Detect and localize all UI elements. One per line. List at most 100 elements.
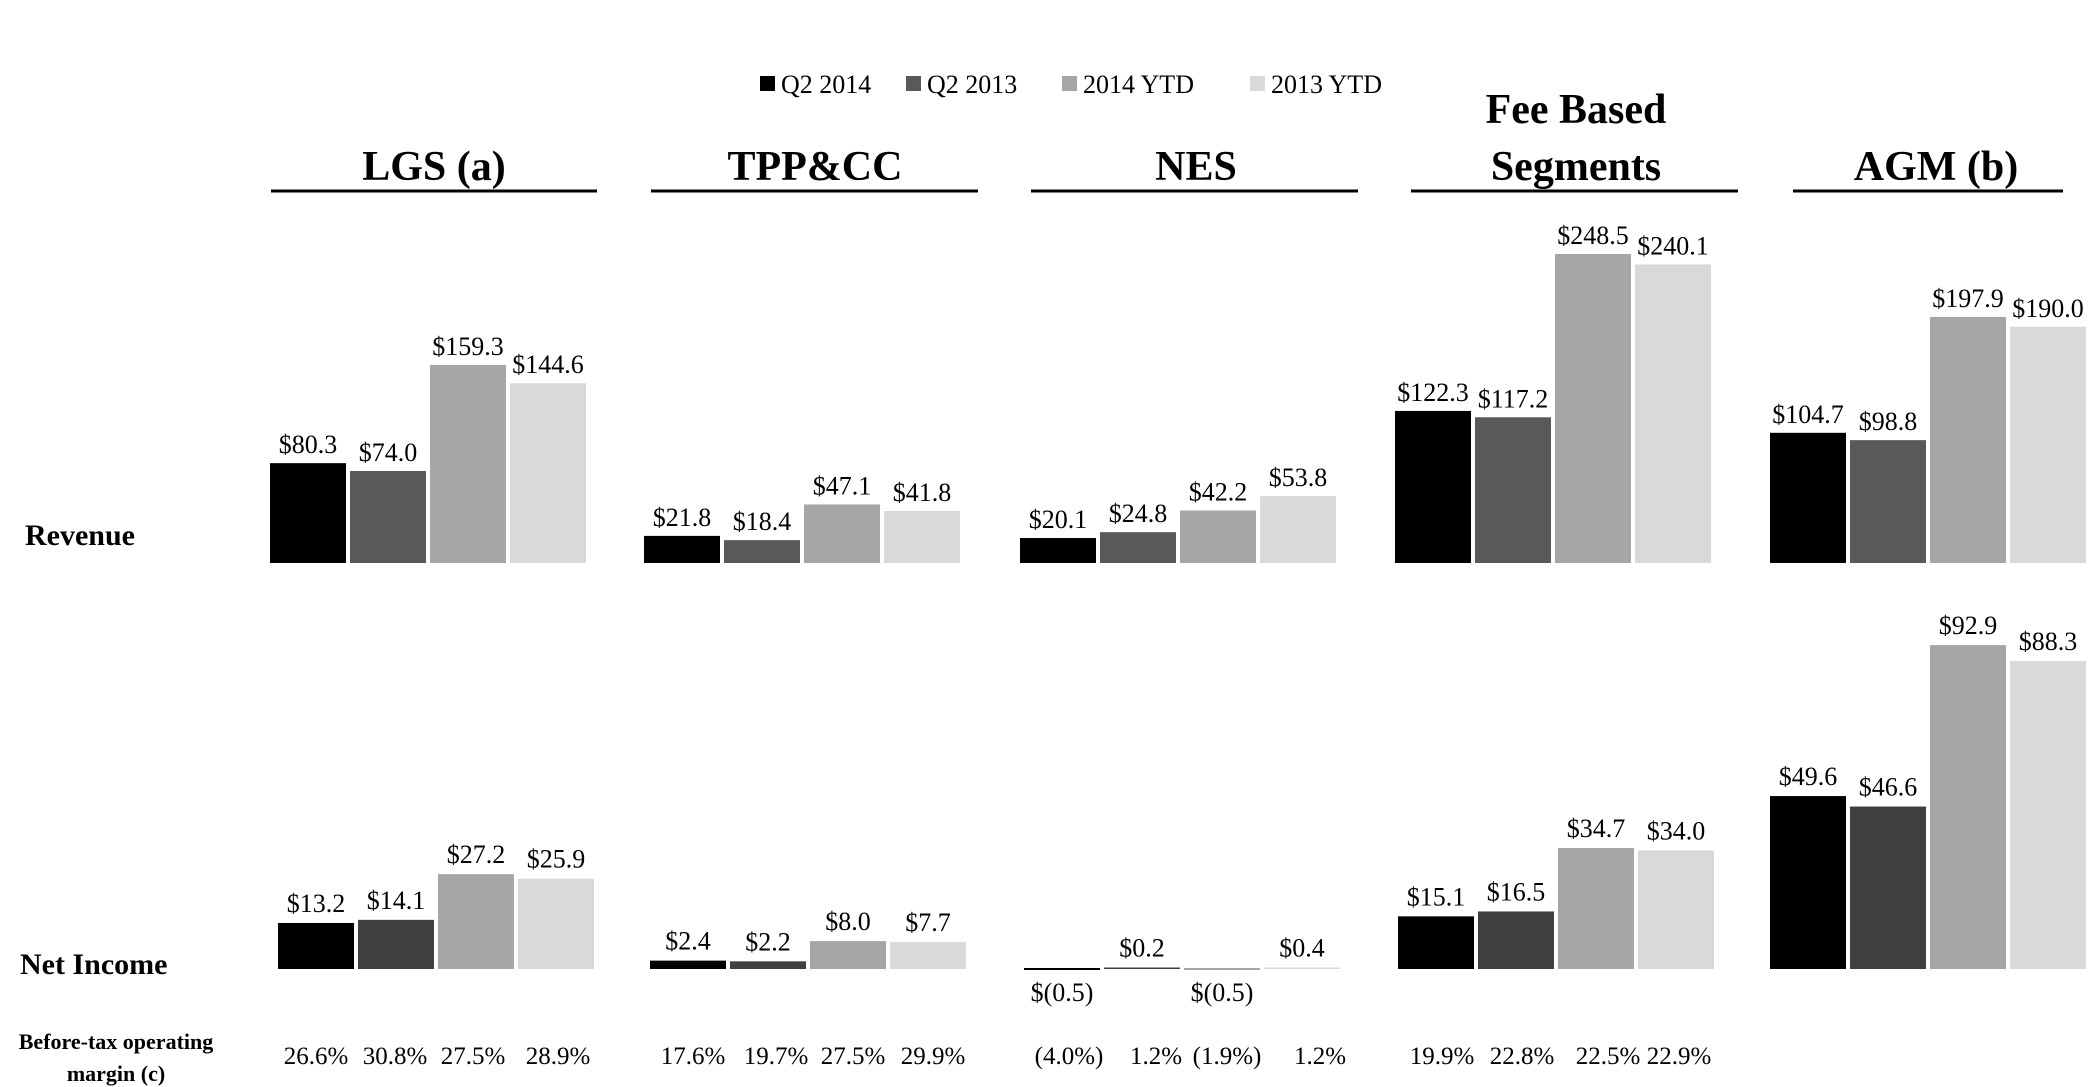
net-income-bar-3-1 — [1024, 968, 1100, 970]
net-income-label-2-3: $8.0 — [825, 907, 871, 936]
net-income-label-1-3: $27.2 — [447, 840, 506, 869]
revenue-bar-4-1 — [1395, 410, 1471, 563]
legend-label-2: Q2 2013 — [927, 70, 1017, 99]
net-income-bar-5-1 — [1770, 796, 1846, 969]
net-income-label-2-2: $2.2 — [745, 927, 791, 956]
margin-row-label-line1: Before-tax operating — [19, 1029, 214, 1054]
legend-label-4: 2013 YTD — [1271, 70, 1382, 99]
net-income-label-1-1: $13.2 — [287, 889, 346, 918]
net-income-label-2-1: $2.4 — [665, 927, 711, 956]
segment-title-1-line-1: LGS (a) — [362, 144, 506, 190]
revenue-label-1-3: $159.3 — [432, 332, 504, 361]
net-income-bar-3-3 — [1184, 968, 1260, 970]
net-income-label-5-1: $49.6 — [1779, 762, 1838, 791]
net-income-label-4-2: $16.5 — [1487, 877, 1546, 906]
revenue-label-1-4: $144.6 — [512, 350, 584, 379]
revenue-label-5-4: $190.0 — [2012, 294, 2084, 323]
revenue-bar-1-1 — [270, 463, 346, 563]
segment-title-4-line-2: Segments — [1491, 144, 1661, 190]
net-income-bar-4-3 — [1558, 848, 1634, 969]
revenue-label-2-1: $21.8 — [653, 503, 712, 532]
revenue-label-3-3: $42.2 — [1189, 478, 1248, 507]
revenue-bar-4-3 — [1555, 254, 1631, 563]
margin-value-3-1: (4.0%) — [1035, 1043, 1104, 1070]
margin-value-4-1: 19.9% — [1410, 1043, 1475, 1070]
revenue-row-label: Revenue — [25, 519, 135, 552]
net-income-bar-1-4 — [518, 878, 594, 969]
margin-value-3-4: 1.2% — [1294, 1043, 1346, 1070]
margin-value-2-2: 19.7% — [744, 1043, 809, 1070]
legend-label-1: Q2 2014 — [781, 70, 871, 99]
margin-value-2-4: 29.9% — [901, 1043, 966, 1070]
net-income-label-5-3: $92.9 — [1939, 611, 1998, 640]
revenue-bar-3-1 — [1020, 538, 1096, 563]
chart-bars: $80.3 $74.0 $159.3 $144.6 $13.2 $14.1 $27.2 $25… — [270, 221, 2086, 1070]
net-income-bar-2-1 — [650, 960, 726, 969]
revenue-bar-2-4 — [884, 511, 960, 563]
revenue-label-4-1: $122.3 — [1397, 378, 1469, 407]
segment-title-4-line-1: Fee Based — [1486, 87, 1667, 133]
revenue-bar-2-2 — [724, 540, 800, 563]
net-income-label-5-2: $46.6 — [1859, 773, 1918, 802]
net-income-label-3-3: $(0.5) — [1191, 978, 1254, 1007]
margin-value-2-3: 27.5% — [821, 1043, 886, 1070]
revenue-label-3-4: $53.8 — [1269, 463, 1328, 492]
net-income-bar-3-4 — [1264, 967, 1340, 969]
row-labels: Revenue Net Income Before-tax operating … — [19, 519, 214, 1086]
margin-value-1-4: 28.9% — [526, 1043, 591, 1070]
margin-value-1-3: 27.5% — [441, 1043, 506, 1070]
net-income-bar-2-4 — [890, 942, 966, 969]
margin-value-3-2: 1.2% — [1130, 1043, 1182, 1070]
margin-value-4-2: 22.8% — [1490, 1043, 1555, 1070]
net-income-bar-1-2 — [358, 919, 434, 969]
revenue-bar-4-2 — [1475, 417, 1551, 563]
net-income-bar-5-4 — [2010, 661, 2086, 969]
revenue-label-4-2: $117.2 — [1478, 384, 1549, 413]
net-income-label-4-4: $34.0 — [1647, 816, 1706, 845]
legend-swatch-4 — [1250, 76, 1265, 91]
net-income-bar-4-2 — [1478, 911, 1554, 969]
margin-value-1-2: 30.8% — [363, 1043, 428, 1070]
legend-swatch-3 — [1062, 76, 1077, 91]
net-income-label-5-4: $88.3 — [2019, 627, 2078, 656]
net-income-bar-2-3 — [810, 941, 886, 969]
revenue-bar-1-4 — [510, 383, 586, 563]
net-income-bar-5-3 — [1930, 645, 2006, 969]
revenue-label-2-2: $18.4 — [733, 507, 792, 536]
net-income-label-2-4: $7.7 — [905, 908, 951, 937]
net-income-bar-4-4 — [1638, 850, 1714, 969]
revenue-bar-3-4 — [1260, 496, 1336, 563]
revenue-bar-3-2 — [1100, 532, 1176, 563]
revenue-bar-1-3 — [430, 364, 506, 563]
net-income-bar-3-2 — [1104, 967, 1180, 969]
net-income-bar-4-1 — [1398, 916, 1474, 969]
revenue-label-5-3: $197.9 — [1932, 284, 2004, 313]
net-income-bar-1-3 — [438, 874, 514, 969]
revenue-label-2-3: $47.1 — [813, 471, 872, 500]
net-income-bar-1-1 — [278, 922, 354, 969]
chart-legend: Q2 2014 Q2 2013 2014 YTD 2013 YTD — [760, 70, 1382, 99]
net-income-row-label: Net Income — [20, 948, 167, 981]
net-income-bar-5-2 — [1850, 806, 1926, 969]
revenue-bar-2-3 — [804, 504, 880, 563]
revenue-label-5-2: $98.8 — [1859, 407, 1918, 436]
margin-row-label-line2: margin (c) — [67, 1061, 165, 1086]
segment-title-5-line-1: AGM (b) — [1854, 144, 2018, 190]
revenue-label-3-1: $20.1 — [1029, 505, 1088, 534]
margin-value-1-1: 26.6% — [284, 1043, 349, 1070]
revenue-bar-5-1 — [1770, 432, 1846, 563]
margin-value-4-4: 22.9% — [1647, 1043, 1712, 1070]
margin-value-4-3: 22.5% — [1576, 1043, 1641, 1070]
revenue-bar-1-2 — [350, 470, 426, 563]
revenue-bar-5-3 — [1930, 316, 2006, 563]
segment-titles: LGS (a) TPP&CC NES Fee Based Segments AGM (b) — [271, 87, 2063, 193]
revenue-label-4-3: $248.5 — [1557, 221, 1629, 250]
net-income-label-4-3: $34.7 — [1567, 814, 1626, 843]
net-income-bar-2-2 — [730, 961, 806, 969]
net-income-label-3-1: $(0.5) — [1031, 978, 1094, 1007]
revenue-label-1-1: $80.3 — [279, 430, 338, 459]
net-income-label-3-2: $0.2 — [1119, 934, 1165, 963]
revenue-bar-4-4 — [1635, 264, 1711, 563]
revenue-label-4-4: $240.1 — [1637, 231, 1709, 260]
